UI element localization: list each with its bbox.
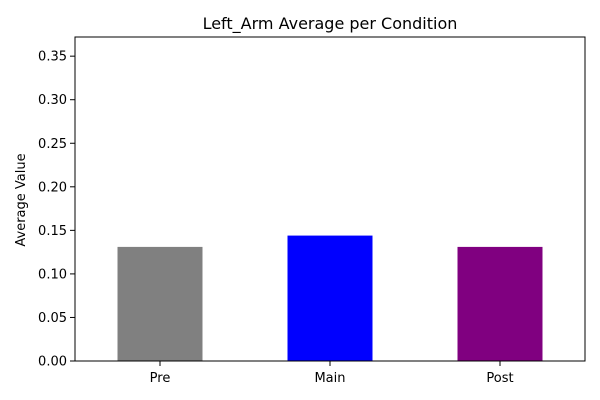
- y-tick-label: 0.00: [38, 355, 67, 370]
- plot-area: Pre Main Post 0.00 0.05 0.10 0.15 0.20 0.25 0.30 0…: [38, 36, 586, 386]
- y-tick-label: 0.30: [38, 93, 67, 108]
- x-tick-label: Pre: [150, 371, 171, 386]
- y-tick-label: 0.05: [38, 311, 67, 326]
- y-tick-label: 0.35: [38, 50, 67, 65]
- y-axis-label: Average Value: [14, 153, 29, 246]
- x-tick-label: Post: [486, 371, 513, 386]
- bar-post: [457, 246, 543, 361]
- x-tick-label: Main: [314, 371, 345, 386]
- y-tick-label: 0.15: [38, 224, 67, 239]
- bar-main: [287, 235, 373, 361]
- plot-frame: [74, 36, 586, 362]
- y-tick-label: 0.25: [38, 137, 67, 152]
- y-tick-label: 0.10: [38, 267, 67, 282]
- y-tick-label: 0.20: [38, 180, 67, 195]
- chart-title: Left_Arm Average per Condition: [203, 14, 458, 34]
- bar-pre: [117, 246, 203, 361]
